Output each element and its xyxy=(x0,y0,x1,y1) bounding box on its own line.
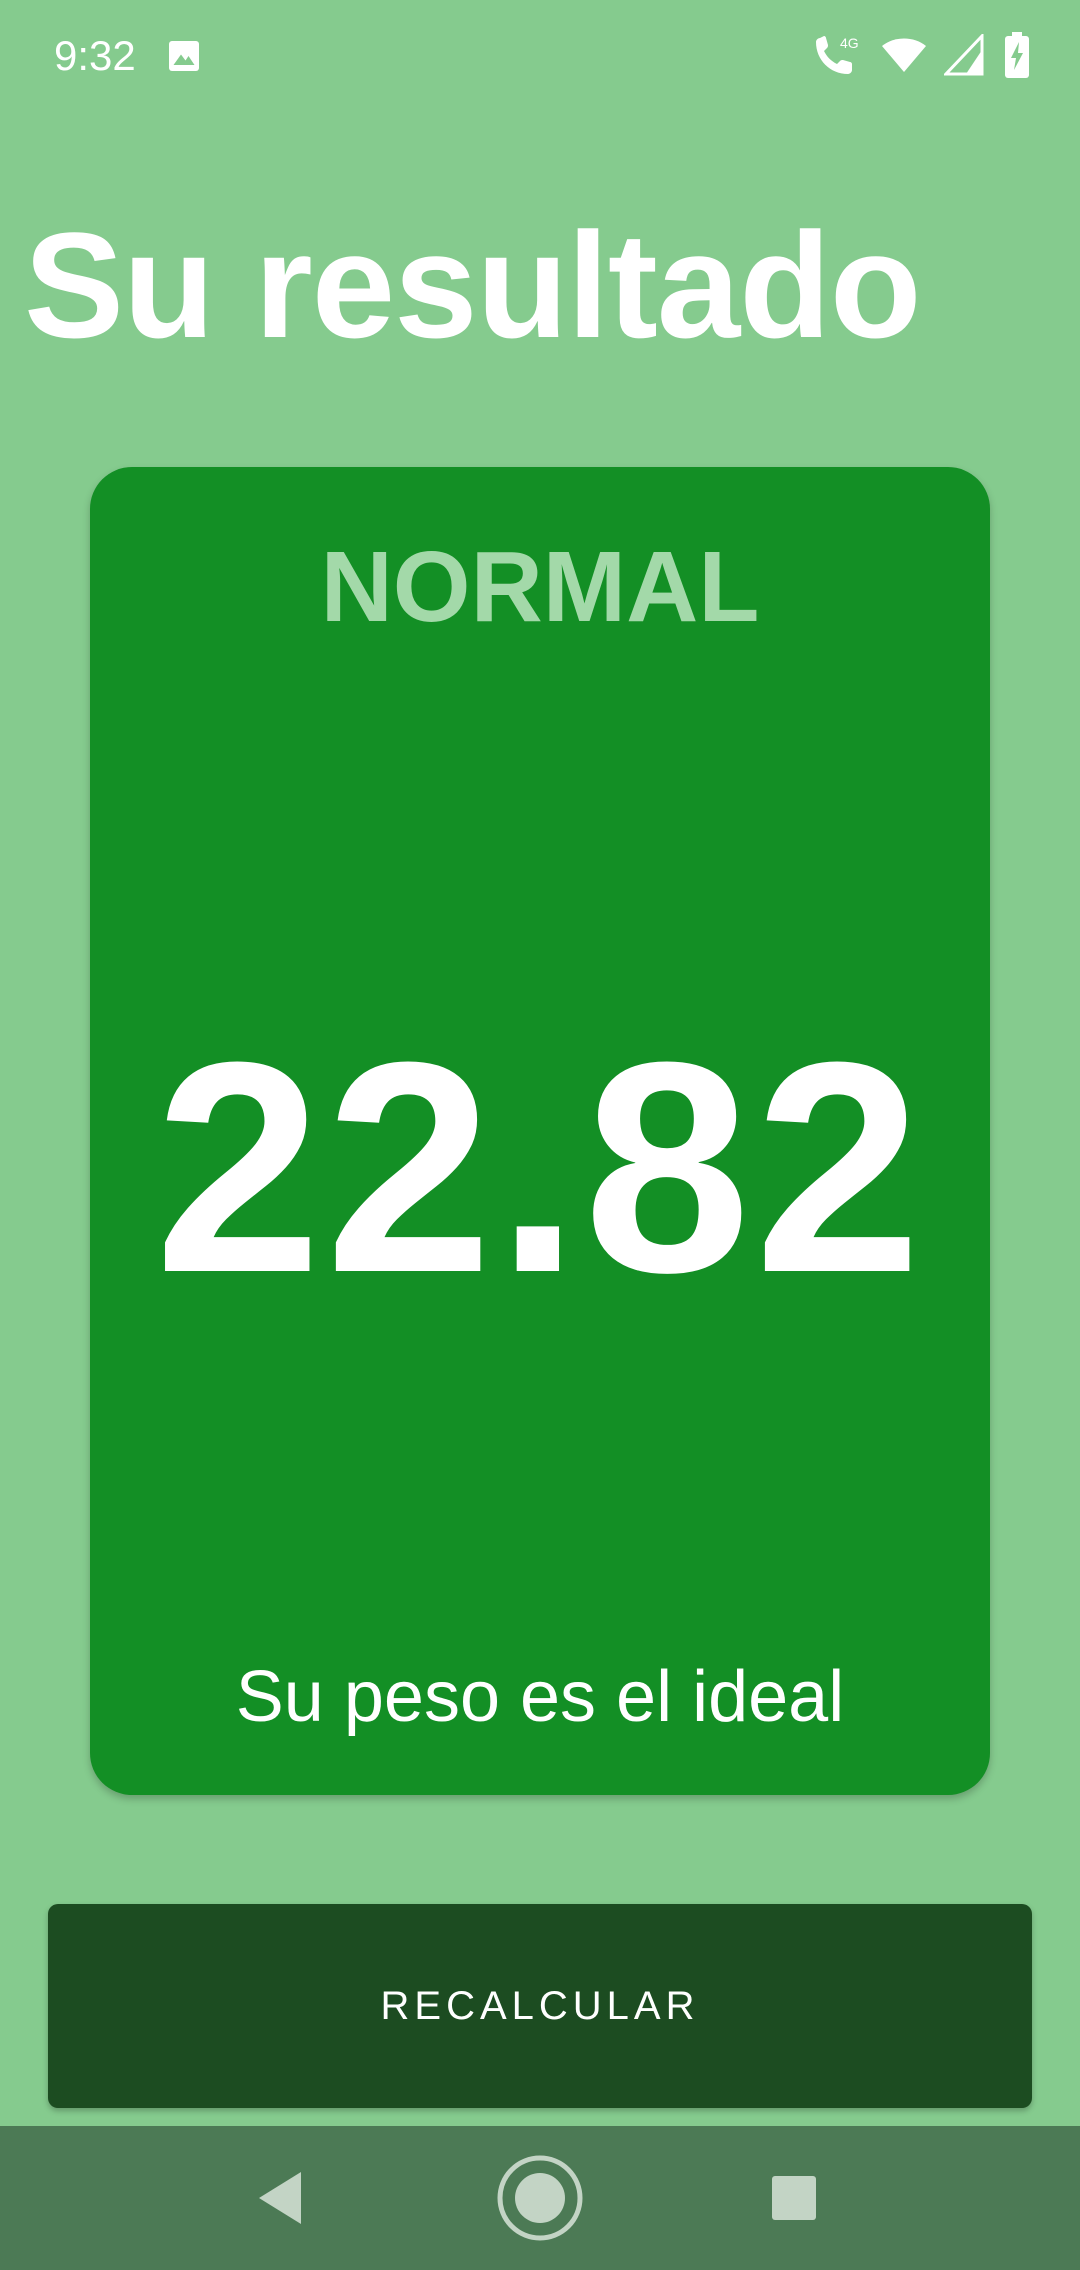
wifi-call-icon: 4G xyxy=(816,35,859,74)
home-button[interactable] xyxy=(488,2146,592,2250)
bmi-value: 22.82 xyxy=(154,999,926,1335)
status-time: 9:32 xyxy=(54,32,136,79)
recalculate-button-label: RECALCULAR xyxy=(380,1983,700,2028)
back-button[interactable] xyxy=(228,2146,332,2250)
recents-button[interactable] xyxy=(742,2146,846,2250)
result-category-label: NORMAL xyxy=(320,531,760,643)
navigation-bar xyxy=(0,2126,1080,2270)
home-icon xyxy=(497,2155,583,2241)
signal-icon xyxy=(944,34,984,76)
gallery-icon xyxy=(169,41,199,71)
page-title: Su resultado xyxy=(24,201,921,369)
result-message: Su peso es el ideal xyxy=(235,1657,845,1737)
wifi-icon xyxy=(882,38,926,72)
recalculate-button[interactable]: RECALCULAR xyxy=(48,1904,1032,2108)
network-label: 4G xyxy=(840,35,859,51)
back-icon xyxy=(259,2172,301,2224)
battery-charging-icon xyxy=(1005,32,1029,78)
result-card: NORMAL 22.82 Su peso es el ideal xyxy=(90,467,990,1795)
recents-icon xyxy=(772,2176,816,2220)
status-bar: 9:32 4G xyxy=(0,0,1080,112)
